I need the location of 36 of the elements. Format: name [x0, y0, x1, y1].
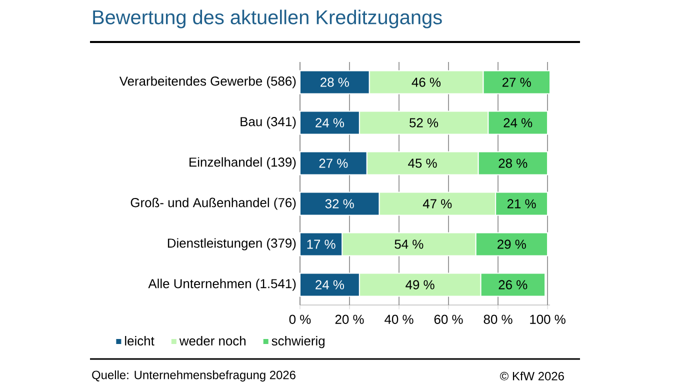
data-label: 28 %	[498, 158, 528, 168]
x-tick-label: 0 %	[289, 314, 311, 324]
source-note: Quelle: Unternehmensbefragung 2026	[92, 370, 296, 382]
data-label: 45 %	[408, 158, 437, 168]
legend-label: weder noch	[179, 336, 246, 346]
data-label: 49 %	[406, 280, 434, 290]
x-tick-label: 80 %	[484, 314, 512, 324]
data-label: 24 %	[504, 118, 532, 128]
data-label: 26 %	[498, 280, 528, 290]
x-tick-label: 100 %	[530, 314, 566, 324]
data-label: 47 %	[422, 199, 452, 208]
data-label: 17 %	[307, 240, 336, 249]
data-label: 24 %	[316, 280, 344, 290]
y-tick-label: Verarbeitendes Gewerbe (586)	[119, 76, 296, 88]
x-tick-label: 60 %	[434, 314, 463, 324]
x-tick-label: 20 %	[335, 314, 364, 324]
text: © KfW 2026	[500, 372, 564, 380]
data-label: 54 %	[394, 240, 424, 249]
chart-title: Bewertung des aktuellen Kreditzugangs	[93, 10, 442, 28]
y-tick-label: Alle Unternehmen (1.541)	[148, 278, 296, 291]
data-label: 29 %	[498, 240, 526, 249]
data-label: 52 %	[410, 118, 438, 128]
data-label: 27 %	[502, 78, 531, 87]
y-tick-label: Einzelhandel (139)	[190, 157, 296, 170]
data-label: 32 %	[325, 199, 354, 208]
data-label: 24 %	[316, 118, 344, 128]
data-label: 27 %	[319, 158, 348, 168]
y-tick-label: Bau (341)	[240, 116, 296, 129]
x-tick-label: 40 %	[384, 314, 414, 324]
data-label: 46 %	[412, 78, 441, 87]
data-label: 28 %	[320, 78, 349, 87]
data-label: 21 %	[507, 199, 536, 208]
legend-label: schwierig	[272, 336, 324, 348]
y-tick-label: Dienstleistungen (379)	[168, 238, 296, 250]
y-tick-label: Groß- und Außenhandel (76)	[130, 198, 296, 210]
legend-label: leicht	[125, 336, 154, 346]
